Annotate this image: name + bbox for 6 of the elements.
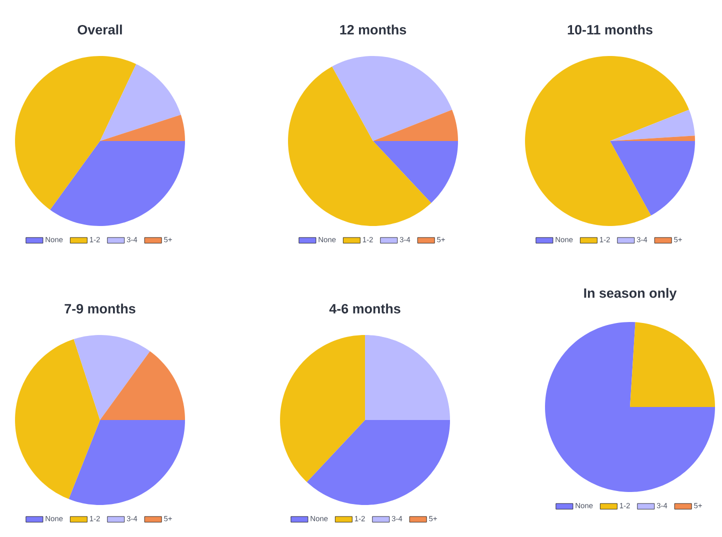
chart-title: In season only	[584, 288, 677, 301]
chart-title: 10-11 months	[568, 24, 652, 34]
chart-title: 7-9 months	[64, 304, 136, 314]
chart-title: 4-6 months	[329, 304, 400, 314]
chart-title: Overall	[78, 24, 122, 34]
chart-title: 12 months	[340, 24, 406, 34]
